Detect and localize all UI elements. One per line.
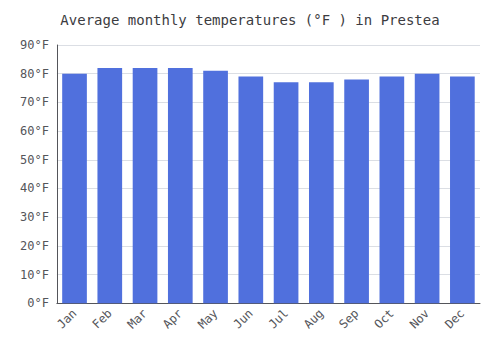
svg-text:30°F: 30°F — [20, 210, 49, 224]
svg-text:0°F: 0°F — [27, 296, 49, 310]
svg-text:10°F: 10°F — [20, 268, 49, 282]
svg-text:Nov: Nov — [407, 306, 432, 331]
svg-text:40°F: 40°F — [20, 181, 49, 195]
svg-text:Jul: Jul — [266, 306, 291, 331]
svg-text:Jun: Jun — [231, 306, 256, 331]
svg-text:90°F: 90°F — [20, 38, 49, 52]
svg-text:May: May — [195, 306, 220, 331]
svg-text:70°F: 70°F — [20, 95, 49, 109]
svg-text:Apr: Apr — [160, 306, 185, 331]
svg-text:Jan: Jan — [54, 306, 79, 331]
svg-text:Mar: Mar — [125, 306, 150, 331]
svg-text:60°F: 60°F — [20, 124, 49, 138]
svg-text:Feb: Feb — [90, 306, 115, 331]
svg-text:Dec: Dec — [442, 306, 467, 331]
svg-text:Sep: Sep — [336, 306, 361, 331]
svg-text:50°F: 50°F — [20, 153, 49, 167]
svg-text:20°F: 20°F — [20, 239, 49, 253]
svg-text:Average monthly temperatures (: Average monthly temperatures (°F ) in Pr… — [60, 12, 439, 28]
svg-text:80°F: 80°F — [20, 67, 49, 81]
svg-text:Aug: Aug — [301, 306, 326, 331]
svg-text:Oct: Oct — [372, 306, 397, 331]
